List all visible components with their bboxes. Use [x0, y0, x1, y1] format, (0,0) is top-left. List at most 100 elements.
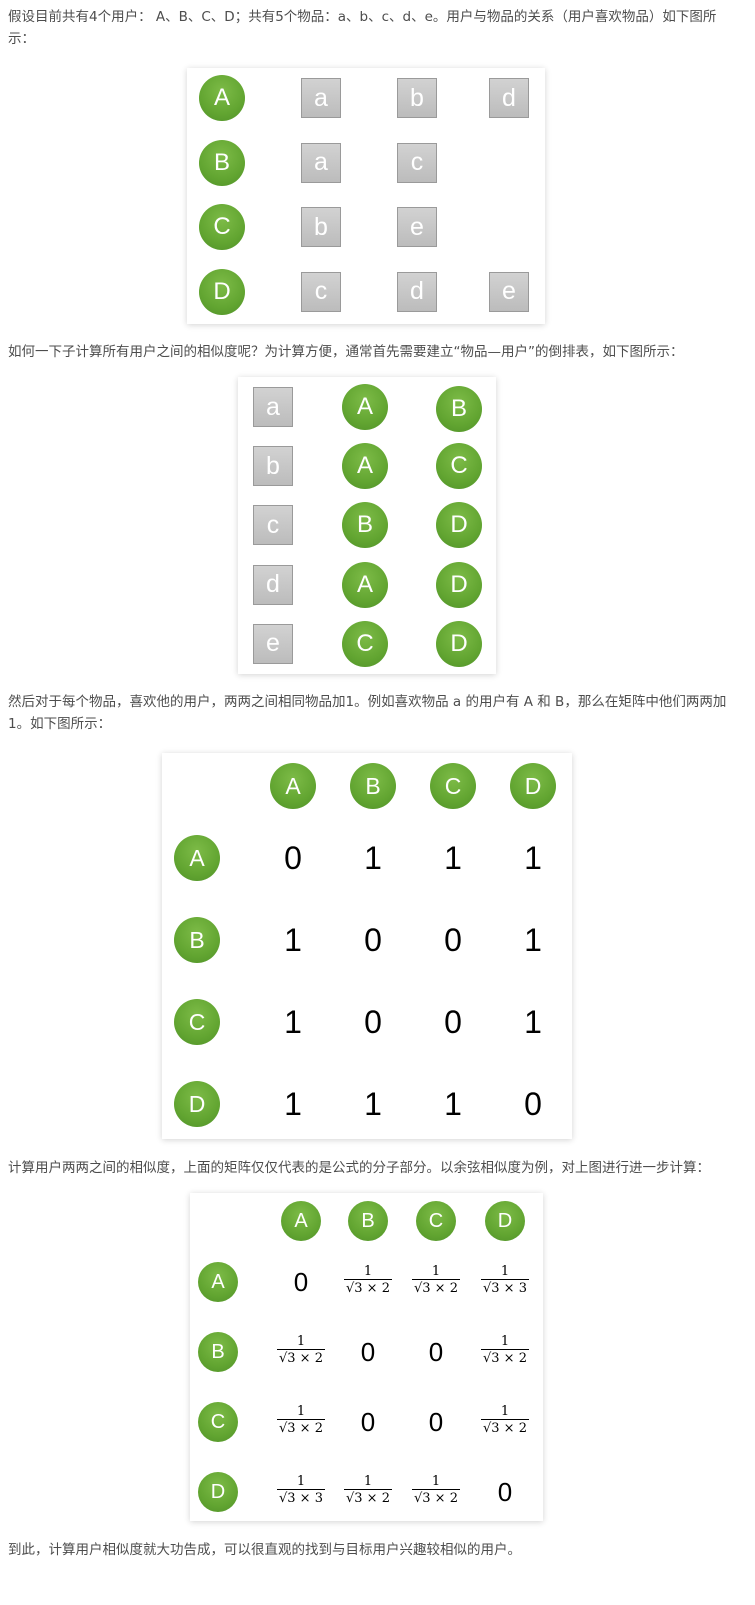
similarity-cell: 0 — [428, 1407, 444, 1437]
count-cell: 0 — [444, 1004, 462, 1040]
fraction-denominator: √3 × 2 — [481, 1349, 529, 1366]
item-box-a: a — [253, 387, 293, 427]
fraction-numerator: 1 — [296, 1334, 306, 1349]
user-circle-A: A — [342, 561, 388, 608]
count-cell: 0 — [444, 922, 462, 958]
user-circle-D: D — [436, 620, 482, 667]
fraction-numerator: 1 — [500, 1264, 510, 1279]
user-circle-C: C — [199, 204, 245, 250]
fraction-numerator: 1 — [431, 1474, 441, 1489]
count-cell: 0 — [524, 1086, 542, 1122]
similarity-fraction: 1 √3 × 2 — [473, 1405, 537, 1437]
intro-paragraph: 假设目前共有4个用户： A、B、C、D；共有5个物品：a、b、c、d、e。用户与… — [8, 9, 717, 47]
count-cell: 0 — [284, 840, 302, 876]
user-circle-B: B — [342, 502, 388, 549]
user-circle-B: B — [199, 139, 245, 186]
item-box-e: e — [489, 271, 529, 312]
fraction-denominator: √3 × 2 — [344, 1489, 392, 1506]
fraction-denominator: √3 × 2 — [344, 1279, 392, 1296]
count-cell: 0 — [364, 922, 382, 958]
similarity-fraction: 1 √3 × 2 — [336, 1475, 400, 1507]
cosine-paragraph: 计算用户两两之间的相似度，上面的矩阵仅仅代表的是公式的分子部分。以余弦相似度为例… — [8, 1160, 710, 1176]
fraction-numerator: 1 — [296, 1404, 306, 1419]
similarity-fraction: 1 √3 × 2 — [336, 1265, 400, 1297]
count-cell: 1 — [284, 922, 302, 958]
user-circle-B: B — [348, 1201, 388, 1241]
cooccurrence-paragraph: 然后对于每个物品，喜欢他的用户，两两之间相同物品加1。例如喜欢物品 a 的用户有… — [8, 694, 727, 732]
user-circle-C: C — [198, 1402, 238, 1442]
count-cell: 1 — [364, 1086, 382, 1122]
cosine-matrix-figure: A B C D A 0 1 √3 × 2 1 √3 × 2 1 √3 × 3 B 1 √3 × 2 0 0 1 √3… — [190, 1193, 543, 1521]
count-cell: 1 — [284, 1004, 302, 1040]
user-circle-A: A — [174, 835, 220, 881]
item-box-a: a — [301, 78, 341, 118]
user-circle-C: C — [436, 443, 482, 490]
user-circle-B: B — [198, 1332, 238, 1372]
similarity-fraction: 1 √3 × 2 — [473, 1335, 537, 1367]
user-circle-A: A — [342, 443, 388, 490]
fraction-numerator: 1 — [500, 1404, 510, 1419]
user-circle-D: D — [510, 763, 556, 809]
similarity-cell: 0 — [293, 1267, 309, 1297]
user-circle-C: C — [416, 1201, 456, 1241]
fraction-numerator: 1 — [363, 1474, 373, 1489]
fraction-denominator: √3 × 2 — [277, 1419, 325, 1436]
user-circle-C: C — [174, 999, 220, 1045]
fraction-denominator: √3 × 2 — [277, 1349, 325, 1366]
item-box-e: e — [397, 207, 437, 247]
user-circle-A: A — [281, 1201, 321, 1241]
similarity-cell: 0 — [428, 1337, 444, 1367]
item-box-a: a — [301, 142, 341, 183]
user-circle-A: A — [342, 384, 388, 430]
item-box-d: d — [397, 271, 437, 312]
fraction-denominator: √3 × 3 — [481, 1279, 529, 1296]
similarity-fraction: 1 √3 × 3 — [473, 1265, 537, 1297]
user-circle-B: B — [436, 386, 482, 432]
fraction-denominator: √3 × 3 — [277, 1489, 325, 1506]
user-circle-A: A — [270, 763, 316, 809]
user-circle-D: D — [436, 561, 482, 608]
user-circle-D: D — [436, 502, 482, 549]
similarity-fraction: 1 √3 × 3 — [269, 1475, 333, 1507]
user-circle-D: D — [485, 1201, 525, 1241]
count-cell: 0 — [364, 1004, 382, 1040]
count-cell: 1 — [524, 840, 542, 876]
user-circle-D: D — [199, 268, 245, 315]
user-circle-B: B — [174, 917, 220, 963]
conclusion-paragraph: 到此，计算用户相似度就大功告成，可以很直观的找到与目标用户兴趣较相似的用户。 — [8, 1542, 521, 1558]
user-circle-A: A — [198, 1262, 238, 1302]
count-cell: 1 — [364, 840, 382, 876]
item-box-b: b — [253, 446, 293, 487]
inverted-index-paragraph: 如何一下子计算所有用户之间的相似度呢？为计算方便，通常首先需要建立“物品—用户”… — [8, 344, 684, 360]
item-box-d: d — [489, 78, 529, 118]
count-cell: 1 — [284, 1086, 302, 1122]
item-box-d: d — [253, 564, 293, 605]
user-circle-D: D — [174, 1081, 220, 1127]
user-circle-C: C — [430, 763, 476, 809]
fraction-numerator: 1 — [296, 1474, 306, 1489]
count-cell: 1 — [524, 922, 542, 958]
item-box-c: c — [397, 142, 437, 183]
item-box-b: b — [301, 207, 341, 247]
similarity-fraction: 1 √3 × 2 — [269, 1335, 333, 1367]
user-circle-A: A — [199, 75, 245, 121]
similarity-fraction: 1 √3 × 2 — [404, 1265, 468, 1297]
user-circle-C: C — [342, 620, 388, 667]
fraction-numerator: 1 — [500, 1334, 510, 1349]
item-box-b: b — [397, 78, 437, 118]
similarity-cell: 0 — [360, 1337, 376, 1367]
count-cell: 1 — [444, 840, 462, 876]
count-cell: 1 — [524, 1004, 542, 1040]
fraction-numerator: 1 — [431, 1264, 441, 1279]
similarity-fraction: 1 √3 × 2 — [269, 1405, 333, 1437]
item-box-e: e — [253, 623, 293, 664]
count-cell: 1 — [444, 1086, 462, 1122]
similarity-cell: 0 — [360, 1407, 376, 1437]
item-box-c: c — [253, 505, 293, 546]
item-box-c: c — [301, 271, 341, 312]
similarity-fraction: 1 √3 × 2 — [404, 1475, 468, 1507]
fraction-denominator: √3 × 2 — [412, 1489, 460, 1506]
